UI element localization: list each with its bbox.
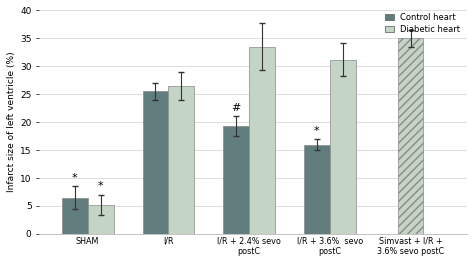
Bar (62, 198, 88, 234)
Legend: Control heart, Diabetic heart: Control heart, Diabetic heart (383, 10, 463, 37)
Bar (88, 205, 113, 234)
Bar (168, 86, 194, 234)
Text: *: * (72, 173, 78, 183)
Text: *: * (98, 181, 103, 191)
Bar (143, 92, 168, 234)
Bar (223, 126, 249, 234)
Bar (330, 60, 356, 234)
Text: #: # (231, 103, 241, 113)
Bar (249, 47, 275, 234)
Bar (304, 144, 330, 234)
Text: *: * (314, 125, 320, 135)
Y-axis label: Infarct size of left ventricle (%): Infarct size of left ventricle (%) (7, 52, 16, 193)
Bar (398, 38, 423, 234)
